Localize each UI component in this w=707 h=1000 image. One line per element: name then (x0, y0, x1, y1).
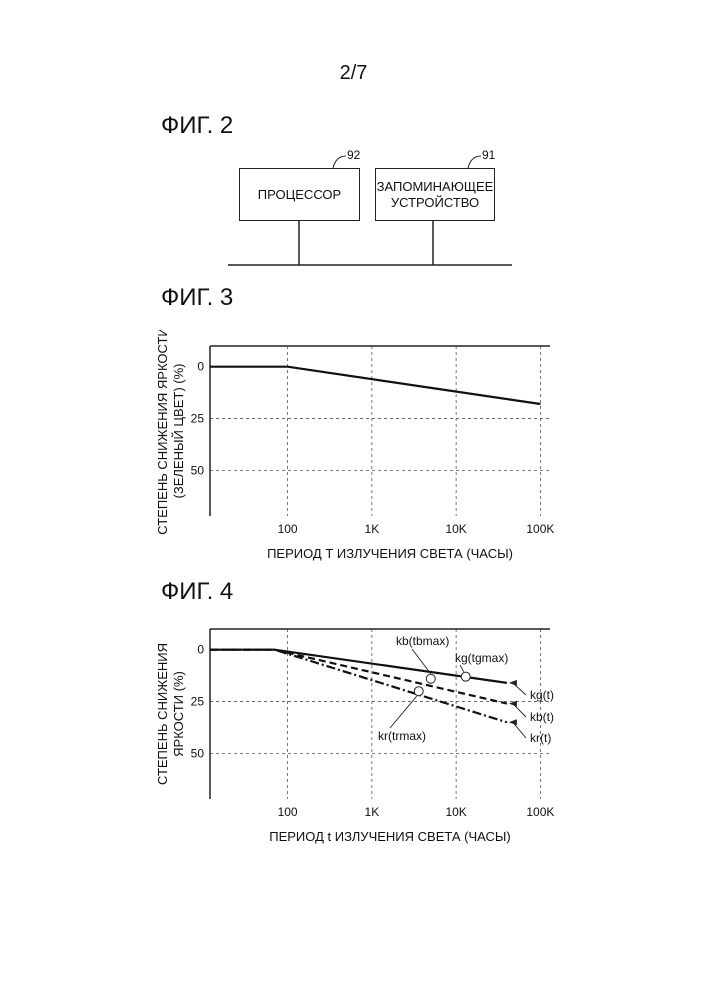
y-axis-title-line1: СТЕПЕНЬ СНИЖЕНИЯ (155, 643, 170, 785)
y-tick-label: 50 (191, 463, 205, 477)
x-tick-label: 1K (365, 805, 380, 819)
x-tick-label: 10K (445, 522, 466, 536)
x-axis-title: ПЕРИОД t ИЗЛУЧЕНИЯ СВЕТА (ЧАСЫ) (269, 829, 511, 844)
max-point-marker (426, 674, 435, 683)
series-label: kr(t) (530, 731, 551, 745)
storage-ref-leader (468, 156, 481, 168)
annotation-leader (390, 696, 417, 728)
series-label-arrow (509, 719, 517, 725)
x-axis-title: ПЕРИОД Т ИЗЛУЧЕНИЯ СВЕТА (ЧАСЫ) (267, 546, 513, 561)
y-tick-label: 0 (197, 643, 204, 657)
y-axis-title-line2: (ЗЕЛЕНЫЙ ЦВЕТ) (%) (171, 364, 186, 499)
max-point-marker (461, 672, 470, 681)
series-label-leader (513, 722, 526, 738)
fig3-chart: 100 1K 10K 100K 0 25 50 ПЕРИОД Т ИЗЛУЧЕНИЯ СВЕТ… (150, 330, 570, 570)
x-tick-label: 1K (365, 522, 380, 536)
series-line-0 (210, 367, 540, 404)
fig3-title: ФИГ. 3 (161, 284, 233, 312)
fig2-connectors (0, 0, 707, 300)
fig4-title: ФИГ. 4 (161, 578, 233, 606)
annotation-label: kg(tgmax) (455, 651, 508, 665)
y-tick-label: 25 (191, 695, 205, 709)
annotation-leader (460, 665, 464, 672)
annotation-label: kb(tbmax) (396, 634, 449, 648)
x-tick-label: 100K (526, 522, 554, 536)
x-tick-label: 100 (278, 805, 298, 819)
x-tick-label: 10K (445, 805, 466, 819)
y-tick-label: 25 (191, 412, 205, 426)
y-tick-label: 50 (191, 746, 205, 760)
y-tick-label: 0 (197, 360, 204, 374)
y-axis-title-line2: ЯРКОСТИ (%) (171, 671, 186, 757)
series-label: kg(t) (530, 688, 554, 702)
x-tick-label: 100 (278, 522, 298, 536)
processor-ref-leader (333, 156, 346, 168)
max-point-marker (414, 687, 423, 696)
series-label: kb(t) (530, 710, 554, 724)
y-axis-title-line1: СТЕПЕНЬ СНИЖЕНИЯ ЯРКОСТИ (155, 330, 170, 535)
annotation-label: kr(trmax) (378, 729, 426, 743)
series-label-arrow (509, 680, 517, 686)
fig4-chart: 100 1K 10K 100K 0 25 50 kg(t) kb(t) kr(t) kb(tbmax… (150, 618, 600, 850)
x-tick-label: 100K (526, 805, 554, 819)
